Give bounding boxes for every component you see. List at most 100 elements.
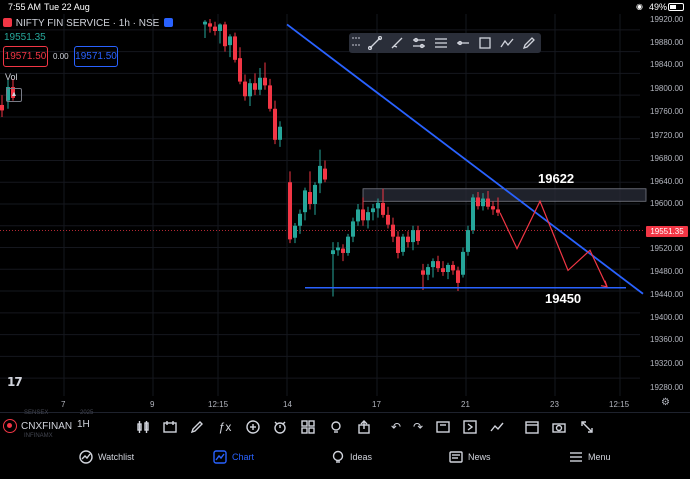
candle-body <box>356 209 360 222</box>
candle-body <box>298 213 302 226</box>
nav-news[interactable]: News <box>449 450 491 464</box>
candle-body <box>461 251 465 275</box>
rectangle-icon[interactable] <box>474 34 496 52</box>
replay-icon[interactable] <box>462 419 478 435</box>
candle-body <box>323 168 327 180</box>
trend-icon[interactable] <box>489 419 505 435</box>
support-label: 19450 <box>545 291 582 306</box>
candle-body <box>218 24 222 31</box>
price-axis-label: 19800.00 <box>650 84 684 93</box>
interval-button[interactable]: 1H <box>77 419 90 430</box>
volume-label[interactable]: Vol <box>5 72 18 82</box>
candle-body <box>278 126 282 140</box>
time-axis-label: 7 <box>61 400 66 409</box>
candle-body <box>263 77 267 86</box>
candle-body <box>476 197 480 207</box>
chart-canvas[interactable] <box>0 14 690 410</box>
nav-ideas[interactable]: Ideas <box>331 450 372 464</box>
candle-body <box>273 108 277 140</box>
pencil-icon[interactable] <box>518 34 540 52</box>
candle-body <box>313 184 317 204</box>
bottom-navigation: Watchlist Chart Ideas News Menu <box>0 440 690 479</box>
calendar-icon[interactable] <box>524 419 540 435</box>
battery-icon <box>668 3 684 11</box>
fullscreen-icon[interactable] <box>579 419 595 435</box>
status-time: 7:55 AM <box>8 2 42 12</box>
candle-body <box>416 230 420 241</box>
sliders-icon[interactable] <box>430 34 452 52</box>
last-price: 19551.35 <box>4 32 46 43</box>
share-icon[interactable] <box>356 419 372 435</box>
candle-body <box>411 230 415 243</box>
settings-lines-icon[interactable] <box>408 34 430 52</box>
nav-label: Chart <box>232 452 255 462</box>
time-axis-label: 21 <box>461 400 470 409</box>
trend-line-icon[interactable] <box>364 34 386 52</box>
chart-settings-icon[interactable] <box>435 419 451 435</box>
chevron-up-icon[interactable]: ▲ <box>6 88 22 102</box>
candle-body <box>371 208 375 213</box>
alarm-icon[interactable] <box>272 419 288 435</box>
candle-body <box>223 24 227 47</box>
candles-icon[interactable] <box>135 419 151 435</box>
brush-icon[interactable] <box>386 34 408 52</box>
candle-body <box>228 36 232 46</box>
symbol-logo-icon <box>3 419 17 433</box>
sell-button[interactable]: 19571.50 <box>3 46 48 67</box>
drag-handle-icon[interactable] <box>352 37 360 49</box>
ideas-icon <box>331 450 345 464</box>
layout-icon[interactable] <box>300 419 316 435</box>
draw-icon[interactable] <box>189 419 205 435</box>
candle-body <box>421 270 425 275</box>
ghost-symbol: INFINAMX <box>24 433 53 439</box>
candle-body <box>11 87 15 98</box>
price-axis-label: 19360.00 <box>650 335 684 344</box>
nav-chart[interactable]: Chart <box>213 450 254 464</box>
candle-body <box>486 198 490 207</box>
redo-icon[interactable]: ↷ <box>412 420 424 434</box>
candle-body <box>446 264 450 273</box>
candle-body <box>481 198 485 207</box>
drawing-toolbar <box>349 33 541 53</box>
undo-icon[interactable]: ↶ <box>390 420 402 434</box>
idea-bulb-icon[interactable] <box>328 419 344 435</box>
candle-body <box>208 23 212 27</box>
price-axis-label: 19440.00 <box>650 290 684 299</box>
candle-body <box>203 21 207 25</box>
nav-menu[interactable]: Menu <box>569 450 611 464</box>
nav-label: Menu <box>588 452 611 462</box>
indicators-icon[interactable]: ƒx <box>218 420 232 434</box>
price-axis-label: 19760.00 <box>650 107 684 116</box>
add-icon[interactable] <box>245 419 261 435</box>
candle-body <box>431 261 435 268</box>
current-price-badge: 19551.35 <box>646 226 688 237</box>
symbol-legend[interactable]: NIFTY FIN SERVICE · 1h · NSE <box>3 18 174 29</box>
chart-icon <box>213 450 227 464</box>
camera-icon[interactable] <box>551 419 567 435</box>
symbol-search-button[interactable]: CNXFINAN <box>3 419 72 433</box>
candle-body <box>376 202 380 209</box>
chart-type-icon[interactable] <box>164 18 174 27</box>
symbol-description: NIFTY FIN SERVICE · 1h · NSE <box>15 18 160 29</box>
horizontal-line-icon[interactable] <box>452 34 474 52</box>
candle-body <box>308 192 312 204</box>
nav-label: Watchlist <box>98 452 135 462</box>
candle-body <box>471 197 475 231</box>
chart-area[interactable] <box>0 14 690 410</box>
candle-body <box>351 221 355 237</box>
status-date: Tue 22 Aug <box>44 2 90 12</box>
time-axis-label: 9 <box>150 400 155 409</box>
candle-body <box>361 209 365 221</box>
gear-icon[interactable]: ⚙ <box>661 397 670 408</box>
buy-button[interactable]: 19571.50 <box>74 46 118 67</box>
compare-icon[interactable] <box>162 419 178 435</box>
candle-body <box>233 36 237 60</box>
time-axis-label: 14 <box>283 400 292 409</box>
path-icon[interactable] <box>496 34 518 52</box>
wifi-icon: ◉ <box>636 2 643 11</box>
candle-body <box>248 83 252 97</box>
nav-watchlist[interactable]: Watchlist <box>79 450 134 464</box>
candle-body <box>441 268 445 273</box>
time-axis-label: 12:15 <box>208 400 229 409</box>
projection-path <box>499 199 608 287</box>
